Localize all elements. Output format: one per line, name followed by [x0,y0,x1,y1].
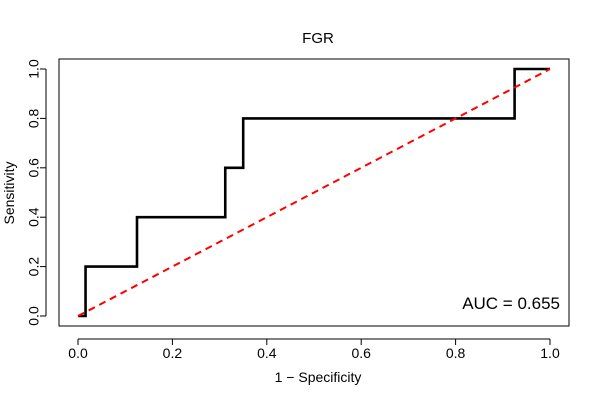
y-tick-label: 0.6 [26,158,42,178]
chart-title: FGR [302,30,334,47]
x-tick-label: 0.8 [446,345,466,361]
y-tick-label: 0.8 [26,108,42,128]
x-axis-label: 1 − Specificity [275,369,362,385]
roc-curve-line [78,67,550,318]
axes-layer: 0.0 0.2 0.4 0.6 0.8 1.0 0.0 0.2 0.4 0.6 0.8 1.0 [26,58,570,361]
x-tick-label: 0.2 [163,345,183,361]
y-tick-label: 0.4 [26,207,42,227]
y-tick-label: 0.2 [26,257,42,277]
plot-layer [77,67,551,318]
x-tick-label: 0.4 [257,345,277,361]
x-tick-label: 1.0 [540,345,560,361]
reference-diagonal-line [77,68,551,317]
auc-annotation: AUC = 0.655 [462,294,560,313]
x-tick-label: 0.0 [68,345,88,361]
annotation-layer: AUC = 0.655 [462,294,560,313]
y-tick-label: 1.0 [26,59,42,79]
y-tick-label: 0.0 [26,306,42,326]
y-axis-label: Sensitivity [1,161,17,224]
x-tick-label: 0.6 [351,345,371,361]
plot-frame [58,58,570,327]
